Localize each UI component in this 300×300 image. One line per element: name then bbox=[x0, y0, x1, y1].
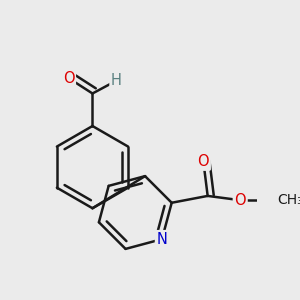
Text: O: O bbox=[198, 154, 209, 169]
Text: O: O bbox=[63, 70, 74, 86]
Text: O: O bbox=[234, 193, 246, 208]
Text: N: N bbox=[157, 232, 167, 247]
Text: CH₃: CH₃ bbox=[277, 193, 300, 207]
Text: H: H bbox=[111, 73, 122, 88]
